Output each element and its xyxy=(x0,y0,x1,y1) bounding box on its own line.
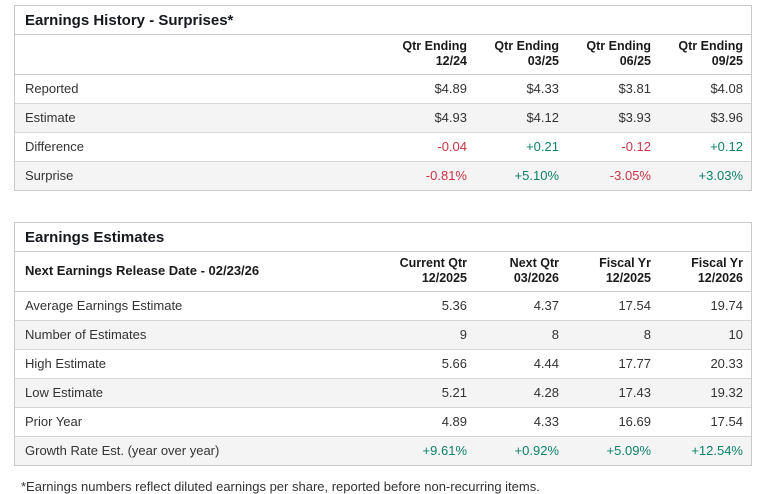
table-header: Qtr Ending 12/24 Qtr Ending 03/25 Qtr Ending… xyxy=(15,35,751,75)
earnings-estimates-panel: Earnings Estimates Next Earnings Release… xyxy=(14,222,752,466)
cell-value: +0.12 xyxy=(659,132,751,162)
next-earnings-release-date: Next Earnings Release Date - 02/23/26 xyxy=(15,252,383,292)
cell-value: 16.69 xyxy=(567,407,659,437)
cell-value: $4.89 xyxy=(383,74,475,104)
cell-value: +0.21 xyxy=(475,132,567,162)
cell-value: 4.33 xyxy=(475,407,567,437)
earnings-estimates-title: Earnings Estimates xyxy=(15,223,751,252)
cell-value: 4.89 xyxy=(383,407,475,437)
cell-value: $3.93 xyxy=(567,103,659,133)
cell-value: 9 xyxy=(383,320,475,350)
column-header: Qtr Ending 03/25 xyxy=(475,35,567,75)
cell-value: $4.08 xyxy=(659,74,751,104)
cell-value: 4.37 xyxy=(475,291,567,321)
earnings-estimates-table: Next Earnings Release Date - 02/23/26 Cu… xyxy=(15,252,751,465)
column-header: Next Qtr 03/2026 xyxy=(475,252,567,292)
cell-value: +3.03% xyxy=(698,168,743,184)
cell-value: -3.05% xyxy=(609,168,651,184)
row-label: Average Earnings Estimate xyxy=(15,291,383,321)
footnote: *Earnings numbers reflect diluted earnin… xyxy=(21,479,540,494)
table-row: Average Earnings Estimate 5.36 4.37 17.54 19… xyxy=(15,291,751,321)
row-label: Low Estimate xyxy=(15,378,383,408)
table-row: Growth Rate Est. (year over year) +9.61% +… xyxy=(15,436,751,465)
cell-value: 5.36 xyxy=(383,291,475,321)
column-header: Qtr Ending 06/25 xyxy=(567,35,659,75)
column-header: Fiscal Yr 12/2026 xyxy=(659,252,751,292)
cell-value: -0.04 xyxy=(383,132,475,162)
row-label: Estimate xyxy=(15,103,383,133)
header-row: Qtr Ending 12/24 Qtr Ending 03/25 Qtr Ending… xyxy=(15,35,751,75)
header-label-cell xyxy=(15,35,383,75)
column-header: Current Qtr 12/2025 xyxy=(383,252,475,292)
cell-value: $3.96 xyxy=(659,103,751,133)
cell-value: 5.21 xyxy=(383,378,475,408)
table-row: Estimate $4.93 $4.12 $3.93 $3.96 xyxy=(15,103,751,133)
column-header: Qtr Ending 12/24 xyxy=(383,35,475,75)
cell-value: 10 xyxy=(659,320,751,350)
earnings-history-table: Qtr Ending 12/24 Qtr Ending 03/25 Qtr Ending… xyxy=(15,35,751,190)
cell-value: $3.81 xyxy=(567,74,659,104)
cell-value: 17.54 xyxy=(659,407,751,437)
row-label: Growth Rate Est. (year over year) xyxy=(25,443,220,459)
cell-value: 4.44 xyxy=(475,349,567,379)
row-label: Number of Estimates xyxy=(15,320,383,350)
cell-value: 4.28 xyxy=(475,378,567,408)
cell-value: +0.92% xyxy=(514,443,559,459)
header-row: Next Earnings Release Date - 02/23/26 Cu… xyxy=(15,252,751,292)
row-label: Prior Year xyxy=(15,407,383,437)
cell-value: 17.43 xyxy=(567,378,659,408)
cell-value: $4.12 xyxy=(475,103,567,133)
cell-value: +12.54% xyxy=(691,443,743,459)
cell-value: 17.54 xyxy=(567,291,659,321)
table-row: High Estimate 5.66 4.44 17.77 20.33 xyxy=(15,349,751,379)
cell-value: +5.10% xyxy=(514,168,559,184)
cell-value: 19.74 xyxy=(659,291,751,321)
cell-value: 5.66 xyxy=(383,349,475,379)
cell-value: 8 xyxy=(567,320,659,350)
earnings-history-panel: Earnings History - Surprises* Qtr Ending… xyxy=(14,5,752,191)
table-row: Low Estimate 5.21 4.28 17.43 19.32 xyxy=(15,378,751,408)
row-label: Difference xyxy=(15,132,383,162)
cell-value: -0.12 xyxy=(567,132,659,162)
table-row: Prior Year 4.89 4.33 16.69 17.54 xyxy=(15,407,751,437)
cell-value: $4.33 xyxy=(475,74,567,104)
column-header: Qtr Ending 09/25 xyxy=(659,35,751,75)
table-row: Number of Estimates 9 8 8 10 xyxy=(15,320,751,350)
cell-value: $4.93 xyxy=(383,103,475,133)
cell-value: +5.09% xyxy=(606,443,651,459)
cell-value: +9.61% xyxy=(422,443,467,459)
row-label: Surprise xyxy=(25,168,74,184)
column-header: Fiscal Yr 12/2025 xyxy=(567,252,659,292)
cell-value: 8 xyxy=(475,320,567,350)
table-body: Reported $4.89 $4.33 $3.81 $4.08 Estimate $4.9… xyxy=(15,74,751,190)
row-label: High Estimate xyxy=(15,349,383,379)
row-label: Reported xyxy=(15,74,383,104)
cell-value: 19.32 xyxy=(659,378,751,408)
earnings-history-title: Earnings History - Surprises* xyxy=(15,6,751,35)
cell-value: 20.33 xyxy=(659,349,751,379)
cell-value: 17.77 xyxy=(567,349,659,379)
table-row: Surprise -0.81% +5.10% -3.05% +3.03% xyxy=(15,161,751,190)
table-row: Reported $4.89 $4.33 $3.81 $4.08 xyxy=(15,74,751,104)
table-header: Next Earnings Release Date - 02/23/26 Cu… xyxy=(15,252,751,292)
table-body: Average Earnings Estimate 5.36 4.37 17.54 19… xyxy=(15,291,751,465)
cell-value: -0.81% xyxy=(425,168,467,184)
table-row: Difference -0.04 +0.21 -0.12 +0.12 xyxy=(15,132,751,162)
